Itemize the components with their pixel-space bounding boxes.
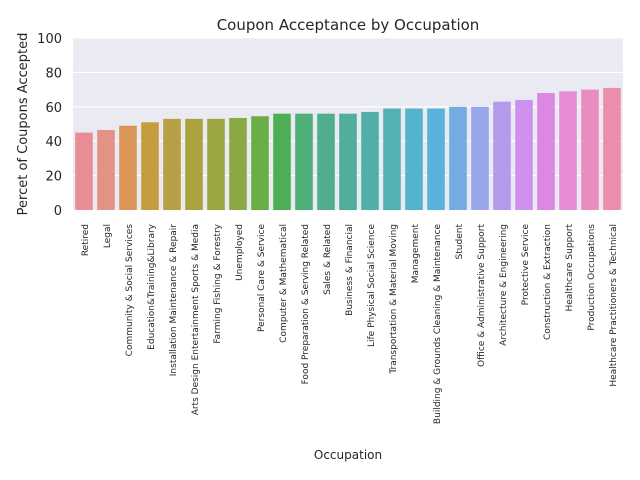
x-tick-label: Personal Care & Service <box>257 224 267 332</box>
y-tick-label: 100 <box>37 32 62 47</box>
bars <box>75 87 621 210</box>
bar <box>449 106 467 210</box>
bar <box>603 87 621 210</box>
chart-title: Coupon Acceptance by Occupation <box>217 16 480 34</box>
x-tick-label: Retired <box>81 224 91 256</box>
x-tick-label: Unemployed <box>235 224 245 281</box>
bar <box>185 118 203 210</box>
x-tick-label: Transportation & Material Moving <box>389 224 399 375</box>
x-tick-label: Management <box>411 224 421 284</box>
bar <box>163 118 181 210</box>
bar <box>273 113 291 210</box>
x-tick-label: Building & Grounds Cleaning & Maintenanc… <box>433 224 443 425</box>
x-tick-label: Community & Social Services <box>125 224 135 357</box>
x-tick-label: Production Occupations <box>587 224 597 331</box>
bar <box>229 117 247 210</box>
bar <box>97 130 115 210</box>
x-tick-label: Arts Design Entertainment Sports & Media <box>191 224 201 415</box>
y-tick-label: 40 <box>45 135 62 150</box>
x-tick-label: Healthcare Practitioners & Technical <box>609 224 619 387</box>
y-tick-label: 20 <box>45 170 62 185</box>
x-tick-label: Sales & Related <box>323 224 333 295</box>
bar <box>427 108 445 210</box>
bar <box>119 125 137 210</box>
bar <box>295 113 313 210</box>
bar <box>405 108 423 210</box>
bar <box>493 101 511 210</box>
y-tick-label: 80 <box>45 66 62 81</box>
x-tick-label: Construction & Extraction <box>543 224 553 340</box>
x-tick-label: Business & Financial <box>345 224 355 316</box>
bar <box>317 113 335 210</box>
x-tick-label: Computer & Mathematical <box>279 224 289 343</box>
bar <box>361 111 379 210</box>
x-tick-label: Farming Fishing & Forestry <box>213 223 223 343</box>
bar <box>251 116 269 210</box>
bar <box>141 122 159 210</box>
y-axis-ticks: 0 20 40 60 80 100 <box>37 32 62 219</box>
x-tick-label: Installation Maintenance & Repair <box>169 224 179 377</box>
bar <box>383 108 401 210</box>
bar <box>537 93 555 210</box>
bar <box>75 132 93 210</box>
x-axis-label: Occupation <box>314 448 382 462</box>
x-axis-ticks: Retired Legal Community & Social Services E… <box>81 223 619 424</box>
x-tick-label: Architecture & Engineering <box>499 224 509 346</box>
y-tick-label: 0 <box>54 204 62 219</box>
bar <box>515 99 533 210</box>
y-tick-label: 60 <box>45 101 62 116</box>
x-tick-label: Healthcare Support <box>565 224 575 312</box>
x-tick-label: Legal <box>103 224 113 248</box>
x-tick-label: Protective Service <box>521 224 531 306</box>
x-tick-label: Office & Administrative Support <box>477 224 487 367</box>
x-tick-label: Life Physical Social Science <box>367 224 377 347</box>
bar <box>207 118 225 210</box>
bar <box>581 89 599 210</box>
bar <box>471 106 489 210</box>
x-tick-label: Student <box>455 224 465 260</box>
x-tick-label: Food Preparation & Serving Related <box>301 224 311 384</box>
y-axis-label: Percet of Coupons Accepted <box>16 33 31 216</box>
x-tick-label: Education&Training&Library <box>147 223 157 349</box>
bar <box>559 91 577 210</box>
bar <box>339 113 357 210</box>
